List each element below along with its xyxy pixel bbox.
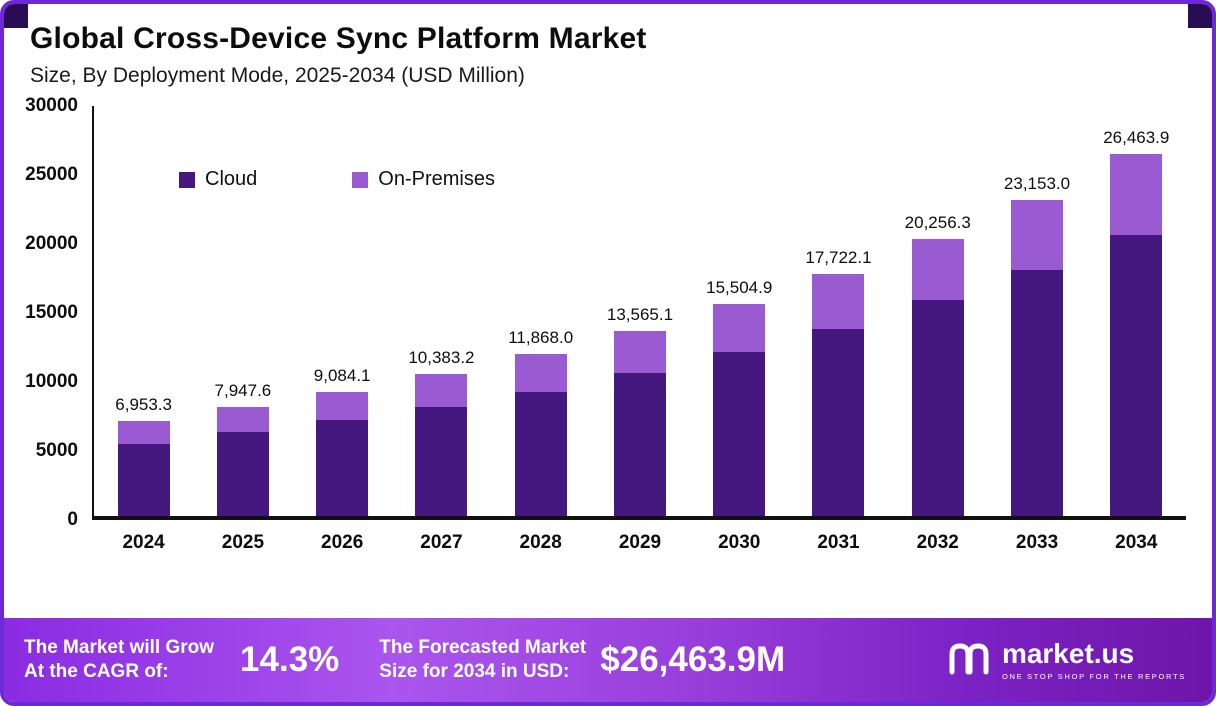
forecast-label-line1: The Forecasted Market bbox=[379, 636, 587, 658]
x-tick-label: 2033 bbox=[1015, 532, 1059, 553]
bar-group-2027: 10,383.2 bbox=[408, 106, 475, 516]
legend-swatch bbox=[179, 171, 195, 188]
bar-segment-cloud bbox=[613, 373, 666, 516]
bar-segment-on-premises bbox=[117, 421, 170, 444]
footer-banner: The Market will Grow At the CAGR of: 14.… bbox=[4, 618, 1212, 702]
x-tick-label: 2034 bbox=[1115, 532, 1158, 553]
forecast-value: $26,463.9M bbox=[600, 640, 786, 679]
bar-total-label: 23,153.0 bbox=[1003, 173, 1071, 193]
bar-group-2030: 15,504.9 bbox=[706, 106, 772, 516]
x-tick-label: 2032 bbox=[916, 532, 959, 553]
bar-total-label: 17,722.1 bbox=[805, 247, 872, 267]
bar-segment-cloud bbox=[514, 391, 567, 516]
bar-group-2029: 13,565.1 bbox=[607, 106, 673, 516]
y-axis: 30000 25000 20000 15000 10000 5000 0 bbox=[4, 95, 92, 530]
cagr-label: The Market will Grow At the CAGR of: bbox=[24, 636, 214, 685]
cagr-value: 14.3% bbox=[240, 640, 340, 679]
y-tick-label: 15000 bbox=[25, 302, 78, 323]
bar-segment-cloud bbox=[216, 431, 269, 516]
corner-accent-top-right bbox=[1188, 4, 1212, 28]
bar-total-label: 9,084.1 bbox=[313, 365, 371, 385]
bar-group-2024: 6,953.3 bbox=[115, 106, 172, 516]
bar-segment-cloud bbox=[911, 300, 964, 516]
legend-label: Cloud bbox=[205, 168, 258, 190]
chart-subtitle: Size, By Deployment Mode, 2025-2034 (USD… bbox=[30, 64, 525, 87]
bar-total-label: 7,947.6 bbox=[214, 381, 272, 401]
brand-name: market.us bbox=[1001, 637, 1135, 669]
chart-wrap: 30000 25000 20000 15000 10000 5000 0 Cloud On-P… bbox=[4, 95, 1212, 554]
bar-segment-on-premises bbox=[514, 353, 567, 392]
bar-group-2031: 17,722.1 bbox=[805, 106, 872, 516]
x-tick-label: 2024 bbox=[122, 532, 165, 553]
bar-group-2025: 7,947.6 bbox=[214, 106, 272, 516]
x-axis: 2024 2025 2026 2027 2028 2029 2030 2031 2032 2033… bbox=[94, 520, 1186, 554]
bar-segment-cloud bbox=[415, 407, 468, 516]
bar-group-2032: 20,256.3 bbox=[905, 106, 971, 516]
y-tick-label: 0 bbox=[67, 509, 78, 530]
bar-group-2028: 11,868.0 bbox=[508, 106, 573, 516]
bar-segment-cloud bbox=[713, 352, 766, 516]
bar-total-label: 26,463.9 bbox=[1103, 128, 1170, 148]
bar-total-label: 20,256.3 bbox=[904, 213, 971, 233]
legend-item-cloud: Cloud bbox=[179, 168, 257, 191]
bar-total-label: 13,565.1 bbox=[606, 304, 674, 324]
bar-segment-on-premises bbox=[1110, 154, 1163, 236]
bar-segment-cloud bbox=[812, 328, 865, 516]
bar-segment-cloud bbox=[117, 443, 170, 516]
y-tick-label: 30000 bbox=[25, 95, 78, 116]
bar-segment-on-premises bbox=[1011, 199, 1064, 270]
y-tick-label: 10000 bbox=[25, 370, 78, 392]
corner-accent-top-left bbox=[4, 4, 28, 28]
y-tick-label: 5000 bbox=[35, 440, 78, 461]
chart-title: Global Cross-Device Sync Platform Market bbox=[30, 22, 647, 55]
bar-group-2033: 23,153.0 bbox=[1004, 106, 1070, 516]
bar-segment-on-premises bbox=[316, 391, 369, 421]
forecast-label-line2: Size for 2034 in USD: bbox=[379, 661, 570, 682]
chart-area: 30000 25000 20000 15000 10000 5000 0 Cloud On-P… bbox=[4, 95, 1186, 530]
x-tick-label: 2026 bbox=[321, 532, 364, 553]
plot-area: Cloud On-Premises 6,953.3 7,947.6 9,084.1 10… bbox=[92, 106, 1186, 520]
x-tick-label: 2028 bbox=[519, 532, 562, 553]
cagr-label-line1: The Market will Grow bbox=[24, 636, 215, 658]
x-tick-label: 2030 bbox=[718, 532, 761, 553]
bar-segment-cloud bbox=[316, 420, 369, 516]
marketus-logo-mark-icon bbox=[946, 640, 992, 681]
x-tick-label: 2029 bbox=[618, 532, 662, 553]
legend-label: On-Premises bbox=[378, 168, 495, 190]
legend-swatch bbox=[352, 171, 369, 188]
marketus-logo: market.us ONE STOP SHOP FOR THE REPORTS bbox=[946, 637, 1192, 681]
legend-item-on-premises: On-Premises bbox=[352, 168, 495, 191]
bar-group-2026: 9,084.1 bbox=[313, 106, 371, 516]
bar-total-label: 11,868.0 bbox=[508, 327, 574, 347]
bar-total-label: 6,953.3 bbox=[115, 395, 172, 414]
x-tick-label: 2031 bbox=[817, 532, 860, 553]
bar-total-label: 15,504.9 bbox=[706, 278, 773, 298]
bar-segment-cloud bbox=[1011, 270, 1064, 516]
y-tick-label: 25000 bbox=[25, 163, 78, 185]
bar-segment-cloud bbox=[1110, 235, 1163, 516]
x-tick-label: 2027 bbox=[420, 532, 463, 553]
brand-tagline: ONE STOP SHOP FOR THE REPORTS bbox=[1001, 671, 1186, 681]
chart-header: Global Cross-Device Sync Platform Market… bbox=[4, 4, 1212, 88]
bar-segment-on-premises bbox=[216, 407, 269, 432]
cagr-label-line2: At the CAGR of: bbox=[24, 661, 169, 682]
brand-text-block: market.us ONE STOP SHOP FOR THE REPORTS bbox=[1001, 637, 1186, 681]
bar-segment-on-premises bbox=[713, 304, 766, 352]
bar-segment-on-premises bbox=[911, 239, 964, 301]
bar-group-2034: 26,463.9 bbox=[1103, 106, 1169, 516]
bar-segment-on-premises bbox=[812, 273, 865, 329]
y-tick-label: 20000 bbox=[25, 232, 78, 254]
forecast-label: The Forecasted Market Size for 2034 in U… bbox=[379, 636, 586, 685]
bar-total-label: 10,383.2 bbox=[408, 348, 475, 368]
legend: Cloud On-Premises bbox=[179, 168, 495, 191]
x-tick-label: 2025 bbox=[221, 532, 265, 553]
bar-segment-on-premises bbox=[613, 330, 666, 374]
bar-segment-on-premises bbox=[415, 374, 468, 408]
